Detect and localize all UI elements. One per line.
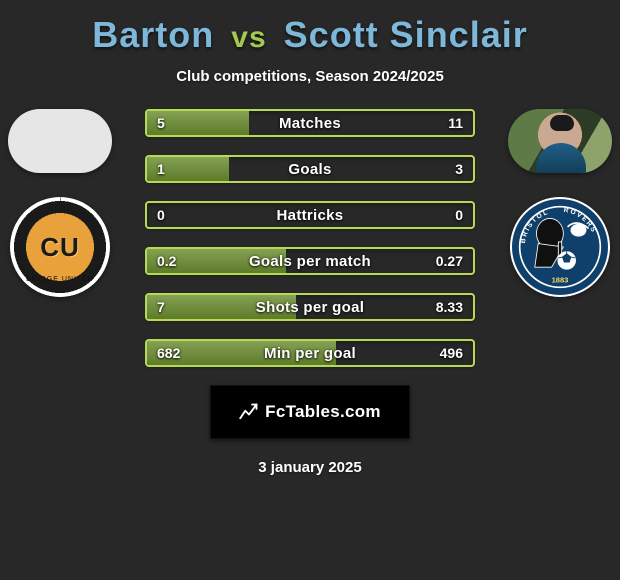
club2-year: 1883 xyxy=(552,275,569,284)
player2-club-crest: ROVERS BRISTOL 1883 xyxy=(510,197,610,297)
right-column: ROVERS BRISTOL 1883 xyxy=(500,109,620,297)
watermark-text: FcTables.com xyxy=(265,402,381,422)
stat-row: 00Hattricks xyxy=(145,201,475,229)
player1-club-crest: CU xyxy=(10,197,110,297)
title-player2: Scott Sinclair xyxy=(284,14,528,55)
watermark-box: FcTables.com xyxy=(210,385,410,439)
stat-label: Goals per match xyxy=(147,249,473,273)
stat-row: 511Matches xyxy=(145,109,475,137)
fctables-icon xyxy=(239,402,259,422)
comparison-stage: CU xyxy=(0,109,620,367)
player1-photo xyxy=(8,109,112,173)
title-vs: vs xyxy=(225,21,272,54)
club1-shortcode: CU xyxy=(40,232,80,263)
left-column: CU xyxy=(0,109,120,297)
title-player1: Barton xyxy=(92,14,214,55)
date-text: 3 january 2025 xyxy=(0,459,620,476)
subtitle: Club competitions, Season 2024/2025 xyxy=(0,68,620,85)
page-title: Barton vs Scott Sinclair xyxy=(0,0,620,56)
stat-label: Matches xyxy=(147,111,473,135)
stat-label: Min per goal xyxy=(147,341,473,365)
stat-row: 78.33Shots per goal xyxy=(145,293,475,321)
stat-bars: 511Matches 13Goals 00Hattricks 0.20.27Goals… xyxy=(145,109,475,367)
stat-label: Goals xyxy=(147,157,473,181)
stat-label: Shots per goal xyxy=(147,295,473,319)
stat-row: 13Goals xyxy=(145,155,475,183)
bristol-rovers-icon: ROVERS BRISTOL 1883 xyxy=(518,205,602,289)
stat-row: 682496Min per goal xyxy=(145,339,475,367)
player2-photo xyxy=(508,109,612,173)
stat-row: 0.20.27Goals per match xyxy=(145,247,475,275)
stat-label: Hattricks xyxy=(147,203,473,227)
